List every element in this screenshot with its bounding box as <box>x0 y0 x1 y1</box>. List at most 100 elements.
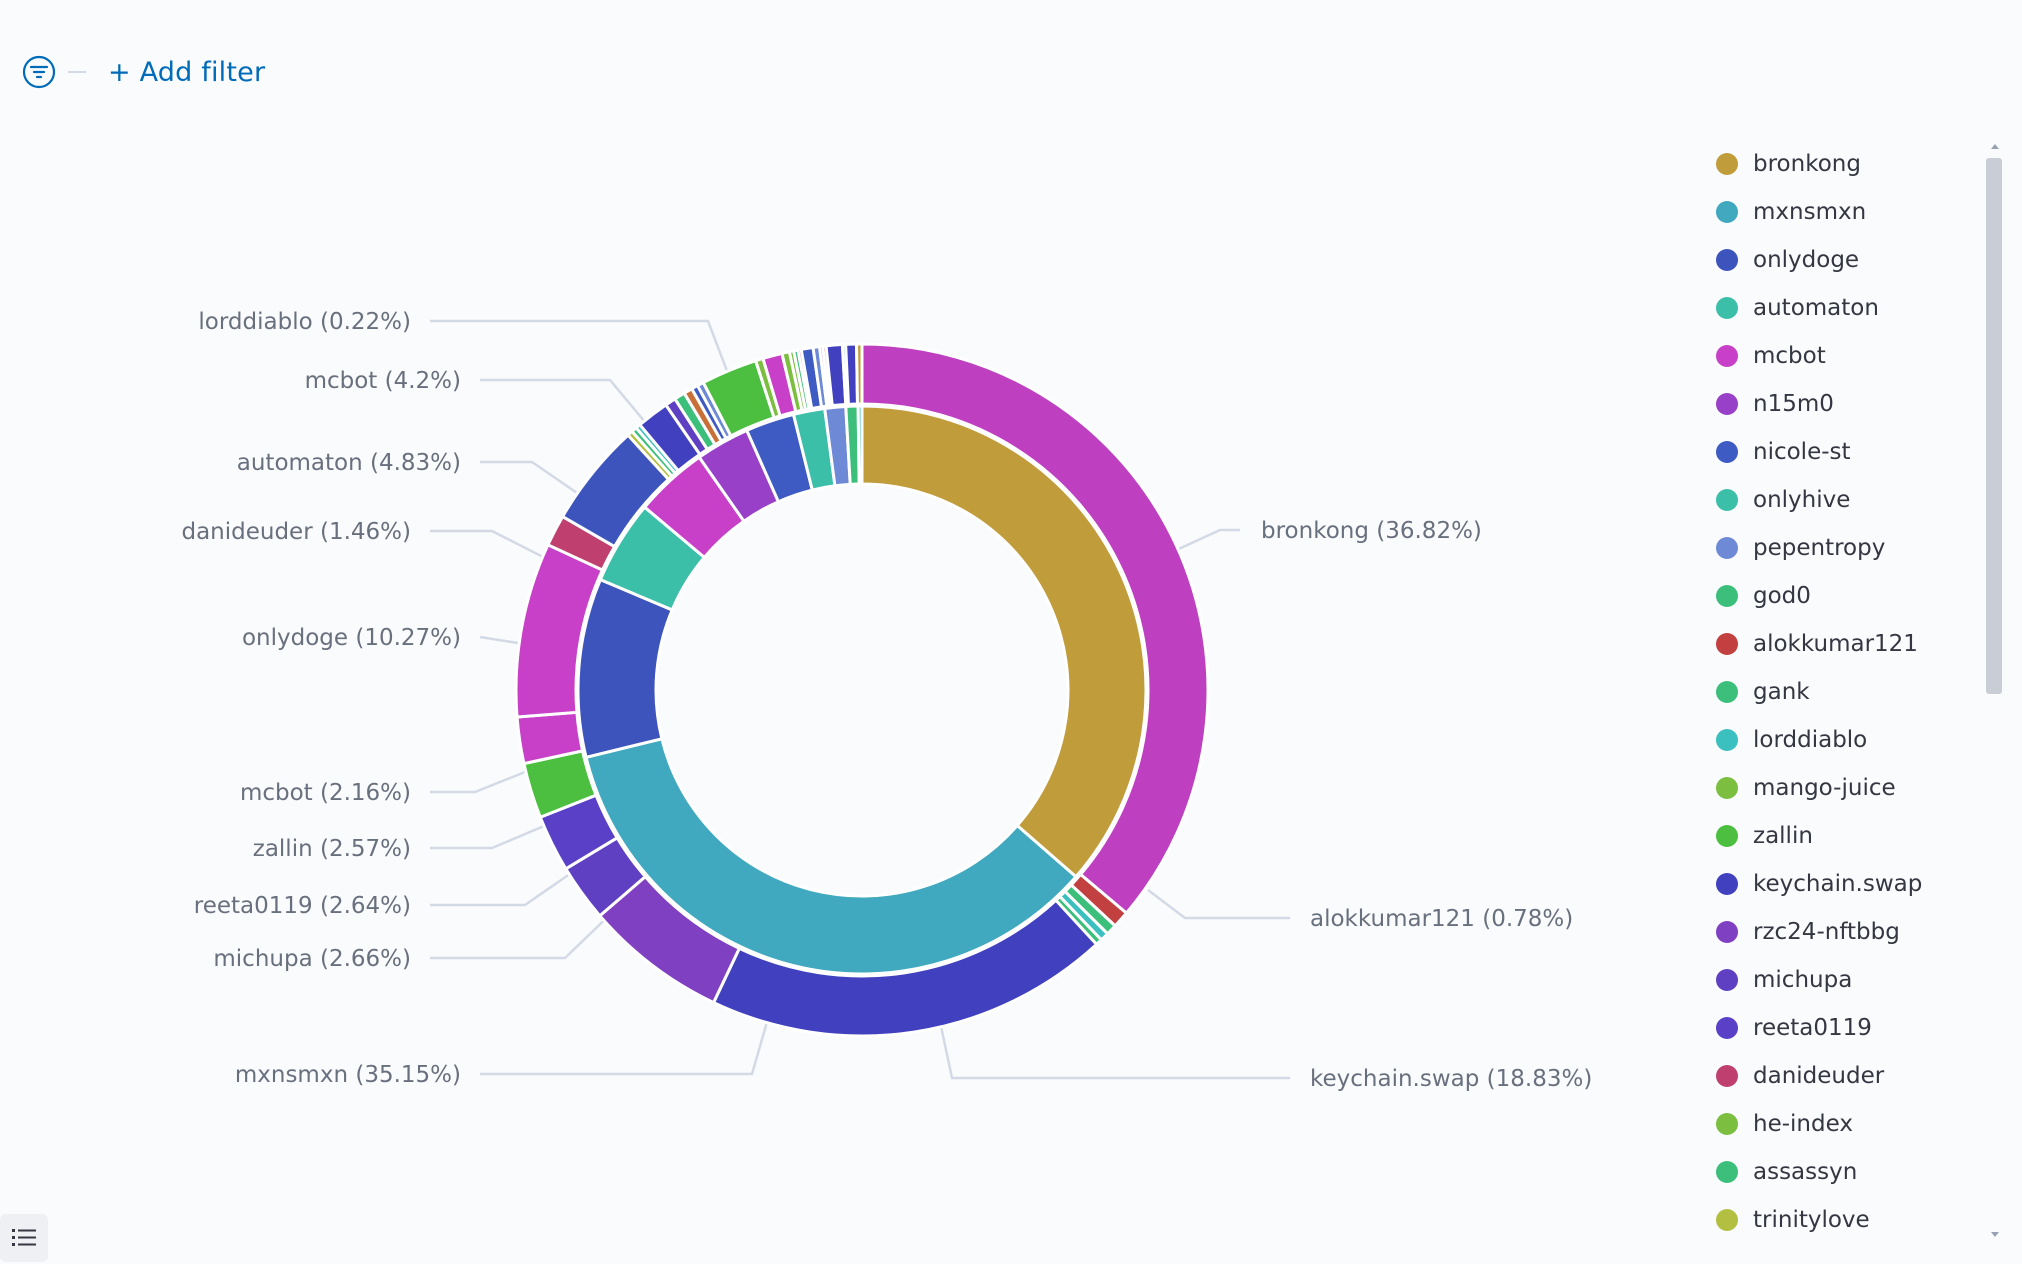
legend-label: assassyn <box>1753 1159 1858 1185</box>
inner-ring <box>576 404 1148 976</box>
legend-item-onlydoge[interactable]: onlydoge <box>1716 236 1956 284</box>
legend-item-he-index[interactable]: he-index <box>1716 1100 1956 1148</box>
legend-label: automaton <box>1753 295 1879 321</box>
legend-label: onlydoge <box>1753 247 1860 273</box>
legend-swatch <box>1716 1017 1738 1039</box>
list-icon <box>12 1229 36 1246</box>
slice-label: automaton (4.83%) <box>237 450 461 476</box>
legend-swatch <box>1716 153 1738 175</box>
slice-label: bronkong (36.82%) <box>1261 518 1482 544</box>
legend-item-nicole-st[interactable]: nicole-st <box>1716 428 1956 476</box>
legend-swatch <box>1716 729 1738 751</box>
legend-swatch <box>1716 777 1738 799</box>
legend-swatch <box>1716 585 1738 607</box>
outer-ring <box>514 342 1210 1038</box>
legend-label: onlyhive <box>1753 487 1851 513</box>
filter-lines-icon[interactable] <box>22 55 56 89</box>
outer-slice-mango-juice[interactable] <box>855 342 864 406</box>
legend-swatch <box>1716 825 1738 847</box>
legend-item-mango-juice[interactable]: mango-juice <box>1716 764 1956 812</box>
legend-item-bronkong[interactable]: bronkong <box>1716 140 1956 188</box>
legend-swatch <box>1716 633 1738 655</box>
legend-item-automaton[interactable]: automaton <box>1716 284 1956 332</box>
legend-item-mxnsmxn[interactable]: mxnsmxn <box>1716 188 1956 236</box>
legend-swatch <box>1716 441 1738 463</box>
legend-item-danideuder[interactable]: danideuder <box>1716 1052 1956 1100</box>
legend-label: trinitylove <box>1753 1207 1870 1233</box>
leader-line <box>430 529 546 560</box>
legend-swatch <box>1716 1065 1738 1087</box>
inner-slice-onlydoge[interactable] <box>576 577 675 760</box>
scroll-up-arrow-icon[interactable] <box>1991 144 1999 149</box>
slice-label: danideuder (1.46%) <box>181 519 411 545</box>
legend-item-god0[interactable]: god0 <box>1716 572 1956 620</box>
leader-line <box>430 904 621 960</box>
legend-item-pepentropy[interactable]: pepentropy <box>1716 524 1956 572</box>
legend-label: danideuder <box>1753 1063 1885 1089</box>
chart-legend: bronkong mxnsmxn onlydoge automaton mcbot n15… <box>1716 140 1956 1244</box>
legend-label: michupa <box>1753 967 1853 993</box>
legend-swatch <box>1716 345 1738 367</box>
legend-scroll-thumb[interactable] <box>1986 158 2002 694</box>
legend-label: mcbot <box>1753 343 1826 369</box>
legend-swatch <box>1716 249 1738 271</box>
leader-line <box>1147 889 1290 920</box>
slice-label: lorddiablo (0.22%) <box>198 309 411 335</box>
legend-item-lorddiablo[interactable]: lorddiablo <box>1716 716 1956 764</box>
slice-label: zallin (2.57%) <box>253 836 411 862</box>
legend-label: god0 <box>1753 583 1811 609</box>
legend-label: alokkumar121 <box>1753 631 1918 657</box>
legend-label: pepentropy <box>1753 535 1886 561</box>
legend-item-michupa[interactable]: michupa <box>1716 956 1956 1004</box>
legend-item-rzc24-nftbbg[interactable]: rzc24-nftbbg <box>1716 908 1956 956</box>
legend-label: rzc24-nftbbg <box>1753 919 1900 945</box>
legend-label: nicole-st <box>1753 439 1851 465</box>
legend-swatch <box>1716 921 1738 943</box>
legend-label: lorddiablo <box>1753 727 1868 753</box>
legend-swatch <box>1716 681 1738 703</box>
legend-item-reeta0119[interactable]: reeta0119 <box>1716 1004 1956 1052</box>
legend-item-keychain.swap[interactable]: keychain.swap <box>1716 860 1956 908</box>
leader-line <box>430 768 531 794</box>
slice-labels: lorddiablo (0.22%) mcbot (4.2%) automaton … <box>181 309 1592 1092</box>
scroll-down-arrow-icon[interactable] <box>1991 1232 1999 1237</box>
legend-swatch <box>1716 873 1738 895</box>
slice-label: alokkumar121 (0.78%) <box>1310 906 1573 932</box>
inner-slice-mxnsmxn[interactable] <box>584 736 1079 976</box>
sunburst-chart: lorddiablo (0.22%) mcbot (4.2%) automaton … <box>181 309 1592 1092</box>
legend-swatch <box>1716 1209 1738 1231</box>
legend-item-zallin[interactable]: zallin <box>1716 812 1956 860</box>
legend-label: n15m0 <box>1753 391 1834 417</box>
slice-label: mcbot (4.2%) <box>305 368 461 394</box>
legend-swatch <box>1716 489 1738 511</box>
legend-swatch <box>1716 393 1738 415</box>
legend-swatch <box>1716 297 1738 319</box>
inner-slice-bronkong[interactable] <box>860 404 1148 879</box>
legend-item-mcbot[interactable]: mcbot <box>1716 332 1956 380</box>
legend-toggle-button[interactable] <box>0 1214 48 1262</box>
legend-label: mango-juice <box>1753 775 1896 801</box>
legend-label: bronkong <box>1753 151 1861 177</box>
legend-item-alokkumar121[interactable]: alokkumar121 <box>1716 620 1956 668</box>
slice-label: mxnsmxn (35.15%) <box>235 1062 461 1088</box>
slice-label: keychain.swap (18.83%) <box>1310 1066 1592 1092</box>
legend-label: zallin <box>1753 823 1813 849</box>
legend-item-assassyn[interactable]: assassyn <box>1716 1148 1956 1196</box>
inner-slice-lorddiablo[interactable] <box>856 404 864 486</box>
slice-label: michupa (2.66%) <box>213 946 411 972</box>
legend-label: mxnsmxn <box>1753 199 1867 225</box>
legend-swatch <box>1716 969 1738 991</box>
legend-item-onlyhive[interactable]: onlyhive <box>1716 476 1956 524</box>
legend-label: gank <box>1753 679 1810 705</box>
slice-label: mcbot (2.16%) <box>240 780 411 806</box>
legend-swatch <box>1716 1161 1738 1183</box>
legend-swatch <box>1716 201 1738 223</box>
slice-label: onlydoge (10.27%) <box>242 625 461 651</box>
filter-bar: + Add filter <box>22 52 265 92</box>
legend-swatch <box>1716 537 1738 559</box>
legend-item-trinitylove[interactable]: trinitylove <box>1716 1196 1956 1244</box>
filter-divider <box>68 71 86 73</box>
add-filter-button[interactable]: + Add filter <box>108 56 266 88</box>
legend-item-n15m0[interactable]: n15m0 <box>1716 380 1956 428</box>
legend-item-gank[interactable]: gank <box>1716 668 1956 716</box>
